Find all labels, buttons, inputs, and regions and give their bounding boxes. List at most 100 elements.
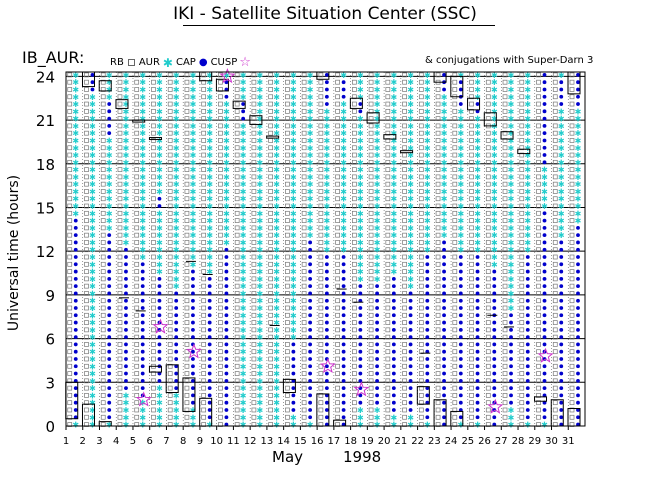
cusp-marker [308,269,313,274]
aur-marker [552,276,558,282]
cap-marker: ✱ [273,238,280,247]
aur-marker [285,342,290,347]
cap-marker: ✱ [357,187,364,196]
cusp-marker [341,408,346,412]
cap-marker: ✱ [457,136,464,145]
cusp-marker [442,284,446,289]
aur-marker [452,152,458,158]
aur-marker [100,225,106,231]
cap-marker: ✱ [374,180,381,189]
cusp-marker [492,298,497,303]
aur-marker [184,254,190,260]
title-underline [183,25,495,26]
aur-marker [418,407,424,413]
aur-marker [502,342,508,347]
aur-marker [285,422,290,427]
aur-marker [285,385,290,391]
cusp-marker [358,327,363,332]
cusp-marker [425,306,430,310]
cap-marker: ✱ [575,115,582,124]
cap-marker: ✱ [190,246,197,255]
cap-marker: ✱ [290,421,297,430]
cap-marker: ✱ [106,78,113,87]
aur-marker [117,152,123,158]
cap-marker: ✱ [307,78,314,87]
aur-marker [285,356,290,362]
aur-marker [536,240,541,245]
cap-marker: ✱ [491,246,498,255]
cusp-marker [174,335,179,340]
cap-marker: ✱ [290,413,297,422]
cap-marker: ✱ [240,391,247,400]
aur-marker [318,72,324,78]
aur-marker [67,116,73,121]
cap-marker: ✱ [273,370,280,379]
aur-marker [268,320,273,325]
cap-marker: ✱ [374,413,381,422]
cap-marker: ✱ [407,413,414,422]
cusp-marker [458,400,463,405]
aur-marker [201,225,207,231]
aur-marker [201,196,207,202]
aur-marker [218,261,223,267]
cusp-marker [358,393,363,398]
cap-marker: ✱ [273,260,280,269]
aur-marker [84,240,89,245]
x-tick-label: 11 [227,436,240,447]
cap-marker: ✱ [474,129,481,138]
cap-marker: ✱ [190,421,197,430]
aur-marker [234,108,240,114]
aur-marker [167,218,173,223]
aur-marker [452,414,458,420]
cusp-marker [308,284,313,289]
aur-marker [184,181,190,187]
aur-marker [519,312,525,318]
cusp-marker [525,378,530,383]
aur-marker [485,305,491,311]
cap-marker: ✱ [491,217,498,226]
aur-marker [402,342,407,347]
aur-marker [134,203,140,209]
aur-marker [218,283,223,289]
cap-marker: ✱ [390,136,397,145]
rb-box [148,365,162,373]
aur-marker [151,320,156,325]
cusp-marker [576,320,580,325]
cusp-marker [442,327,446,332]
cusp-marker [542,378,547,383]
aur-marker [519,414,525,420]
aur-marker [117,174,123,180]
aur-marker [117,240,123,245]
aur-marker [519,261,525,267]
aur-marker [100,232,106,238]
aur-marker [117,422,123,427]
cap-marker: ✱ [407,187,414,196]
aur-marker [502,283,508,289]
cusp-marker [324,255,329,259]
cap-marker: ✱ [424,78,431,87]
cusp-marker [140,276,145,281]
cap-marker: ✱ [273,217,280,226]
aur-marker [67,210,73,216]
aur-marker [352,356,357,362]
aur-marker [502,247,508,253]
cusp-marker [324,386,329,391]
aur-marker [552,196,558,202]
cap-marker: ✱ [273,391,280,400]
cap-marker: ✱ [290,297,297,306]
x-tick-label: 18 [344,436,357,447]
aur-marker [502,363,508,369]
cap-marker: ✱ [558,180,565,189]
aur-marker [234,101,240,107]
aur-marker [251,130,257,136]
aur-marker [151,159,156,165]
aur-marker [234,261,240,267]
aur-marker [67,123,73,129]
cusp-marker [140,371,145,376]
cusp-marker [391,378,396,383]
aur-marker [234,393,240,398]
cap-marker: ✱ [240,217,247,226]
cap-marker: ✱ [257,333,264,342]
cap-marker: ✱ [89,107,96,116]
aur-marker [234,87,240,92]
